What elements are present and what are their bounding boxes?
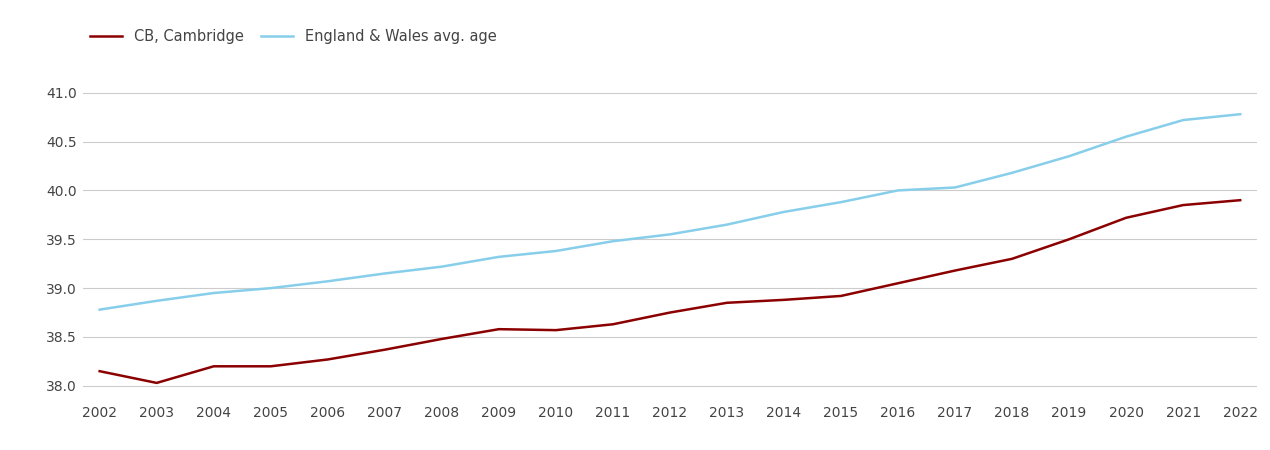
CB, Cambridge [663, 310, 678, 315]
England & Wales avg. age [1005, 170, 1020, 176]
England & Wales avg. age [1233, 112, 1248, 117]
England & Wales avg. age [1119, 134, 1134, 140]
England & Wales avg. age [947, 185, 963, 190]
England & Wales avg. age [719, 222, 734, 227]
England & Wales avg. age [149, 298, 164, 304]
England & Wales avg. age [776, 209, 791, 215]
England & Wales avg. age [1176, 117, 1191, 123]
England & Wales avg. age [377, 271, 392, 276]
CB, Cambridge [776, 297, 791, 302]
England & Wales avg. age [833, 199, 848, 205]
CB, Cambridge [1062, 237, 1077, 242]
CB, Cambridge [606, 322, 621, 327]
England & Wales avg. age [549, 248, 564, 254]
CB, Cambridge [549, 328, 564, 333]
England & Wales avg. age [663, 232, 678, 237]
England & Wales avg. age [206, 290, 221, 296]
England & Wales avg. age [1062, 153, 1077, 159]
England & Wales avg. age [263, 285, 278, 291]
CB, Cambridge [434, 336, 450, 342]
England & Wales avg. age [491, 254, 507, 260]
Line: CB, Cambridge: CB, Cambridge [99, 200, 1241, 383]
CB, Cambridge [206, 364, 221, 369]
Legend: CB, Cambridge, England & Wales avg. age: CB, Cambridge, England & Wales avg. age [90, 29, 497, 45]
CB, Cambridge [1176, 202, 1191, 208]
CB, Cambridge [377, 347, 392, 352]
CB, Cambridge [947, 268, 963, 273]
CB, Cambridge [1119, 215, 1134, 220]
CB, Cambridge [149, 380, 164, 386]
CB, Cambridge [1005, 256, 1020, 261]
CB, Cambridge [320, 357, 335, 362]
CB, Cambridge [719, 300, 734, 306]
England & Wales avg. age [91, 307, 107, 312]
Line: England & Wales avg. age: England & Wales avg. age [99, 114, 1241, 310]
CB, Cambridge [91, 369, 107, 374]
CB, Cambridge [491, 326, 507, 332]
CB, Cambridge [890, 280, 906, 286]
England & Wales avg. age [434, 264, 450, 270]
CB, Cambridge [263, 364, 278, 369]
England & Wales avg. age [320, 279, 335, 284]
CB, Cambridge [833, 293, 848, 299]
England & Wales avg. age [606, 238, 621, 244]
CB, Cambridge [1233, 198, 1248, 203]
England & Wales avg. age [890, 188, 906, 193]
